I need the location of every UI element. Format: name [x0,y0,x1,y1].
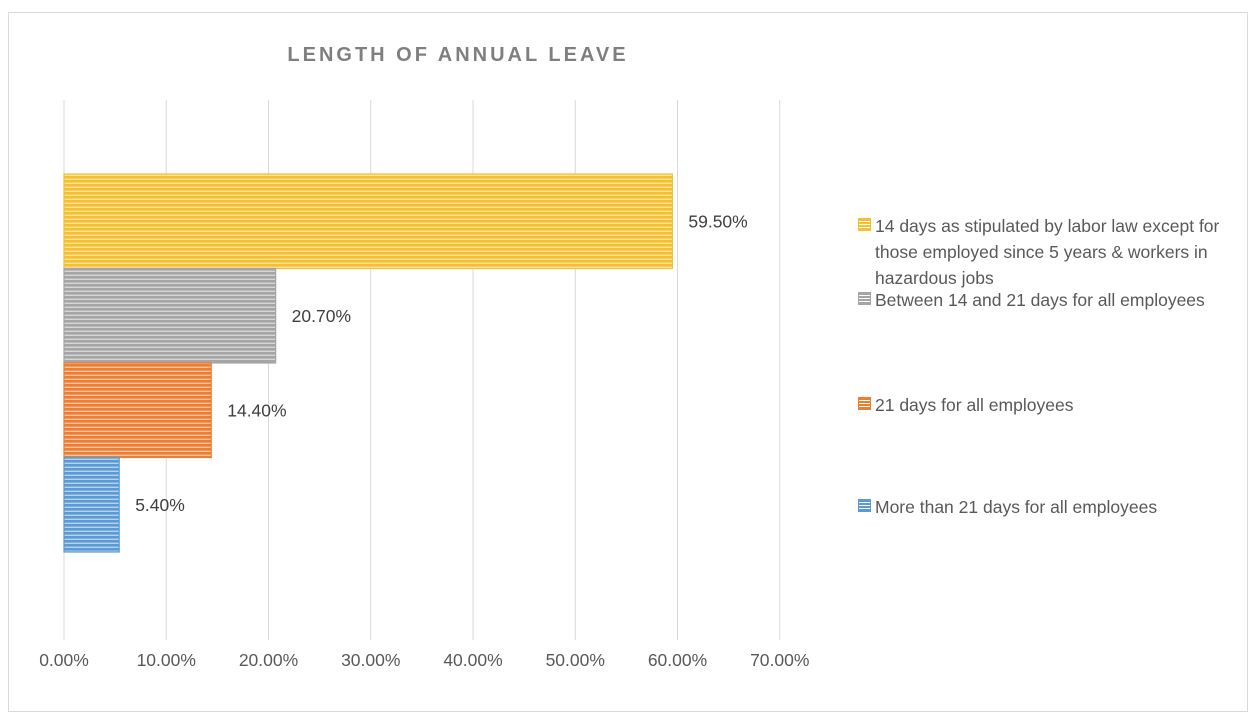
x-tick-label: 60.00% [648,650,707,670]
data-label: 14.40% [227,400,286,420]
plot-area: 59.50% 20.70% 14.40% 5.40% 0.00% 10.00% 20.00… [39,100,809,670]
x-tick-label: 40.00% [443,650,502,670]
x-tick-label: 50.00% [546,650,605,670]
bar [63,362,212,459]
legend-swatch [858,218,871,231]
legend-item: More than 21 days for all employees [858,494,1243,520]
legend-label: Between 14 and 21 days for all employees [875,290,1205,310]
legend-label: 14 days as stipulated by labor law excep… [875,216,1220,288]
legend: 14 days as stipulated by labor law excep… [858,0,1248,675]
bar [63,173,673,270]
bar [63,456,120,553]
x-tick-label: 0.00% [39,650,89,670]
legend-swatch [858,397,871,410]
x-tick-label: 10.00% [137,650,196,670]
legend-item: 14 days as stipulated by labor law excep… [858,213,1243,291]
x-tick-label: 20.00% [239,650,298,670]
data-label: 5.40% [135,495,185,515]
legend-label: More than 21 days for all employees [875,497,1158,517]
data-label: 59.50% [688,211,747,231]
legend-item: 21 days for all employees [858,392,1243,418]
x-tick-label: 30.00% [341,650,400,670]
bar [63,267,277,364]
legend-swatch [858,292,871,305]
x-tick-label: 70.00% [750,650,809,670]
legend-swatch [858,499,871,512]
legend-item: Between 14 and 21 days for all employees [858,287,1243,313]
chart-title: LENGTH OF ANNUAL LEAVE [287,44,629,66]
data-label: 20.70% [292,306,351,326]
legend-label: 21 days for all employees [875,395,1074,415]
